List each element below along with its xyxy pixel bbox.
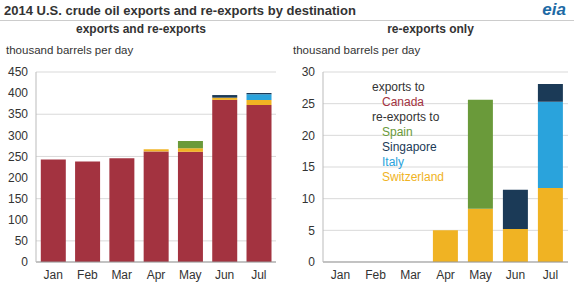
svg-text:15: 15 (302, 160, 316, 174)
svg-text:250: 250 (8, 150, 28, 164)
svg-text:Jul: Jul (543, 268, 558, 282)
svg-text:30: 30 (302, 65, 316, 79)
svg-text:200: 200 (8, 171, 28, 185)
svg-text:Jun: Jun (506, 268, 525, 282)
svg-text:Jun: Jun (215, 268, 234, 282)
svg-text:Jan: Jan (43, 268, 62, 282)
html-text:re-exports to: re-exports to (372, 110, 440, 124)
html-text:re-exports only: re-exports only (387, 22, 474, 36)
svg-text:Apr: Apr (147, 268, 166, 282)
svg-text:150: 150 (8, 192, 28, 206)
svg-text:Jan: Jan (331, 268, 350, 282)
svg-text:Feb: Feb (77, 268, 98, 282)
svg-text:10: 10 (302, 192, 316, 206)
svg-text:Feb: Feb (365, 268, 386, 282)
html-text:Spain: Spain (382, 125, 413, 139)
svg-text:5: 5 (308, 224, 315, 238)
html-text:exports and re-exports: exports and re-exports (76, 22, 206, 36)
svg-text:20: 20 (302, 129, 316, 143)
html-text:eia: eia (542, 0, 566, 19)
svg-text:May: May (469, 268, 492, 282)
svg-text:300: 300 (8, 129, 28, 143)
svg-text:May: May (179, 268, 202, 282)
svg-text:Jul: Jul (251, 268, 266, 282)
html-text:thousand barrels per day: thousand barrels per day (6, 44, 134, 56)
html-text:Singapore: Singapore (382, 140, 437, 154)
svg-text:Mar: Mar (111, 268, 132, 282)
svg-text:450: 450 (8, 65, 28, 79)
svg-text:400: 400 (8, 86, 28, 100)
svg-text:0: 0 (308, 255, 315, 269)
html-text:Switzerland: Switzerland (382, 170, 444, 184)
html-text:Canada: Canada (382, 95, 424, 109)
svg-text:350: 350 (8, 107, 28, 121)
svg-text:0: 0 (21, 255, 28, 269)
svg-text:100: 100 (8, 213, 28, 227)
html-text:Italy: Italy (382, 155, 404, 169)
svg-text:Mar: Mar (400, 268, 421, 282)
html-text:thousand barrels per day: thousand barrels per day (293, 44, 421, 56)
html-text:exports to: exports to (372, 80, 425, 94)
html-text:2014 U.S. crude oil exports an: 2014 U.S. crude oil exports and re-expor… (4, 3, 356, 18)
svg-text:25: 25 (302, 97, 316, 111)
svg-text:Apr: Apr (436, 268, 455, 282)
svg-text:50: 50 (15, 234, 29, 248)
